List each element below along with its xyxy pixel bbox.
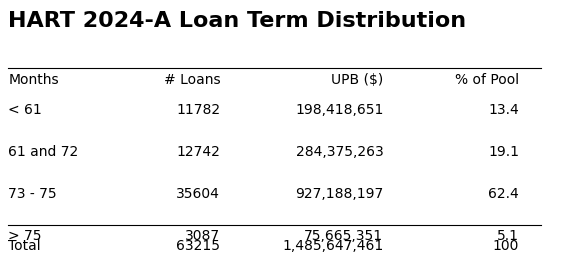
Text: 13.4: 13.4 <box>488 103 519 117</box>
Text: 35604: 35604 <box>176 187 220 201</box>
Text: 3087: 3087 <box>185 229 220 243</box>
Text: Total: Total <box>8 239 41 253</box>
Text: % of Pool: % of Pool <box>455 73 519 87</box>
Text: 11782: 11782 <box>176 103 220 117</box>
Text: < 61: < 61 <box>8 103 42 117</box>
Text: HART 2024-A Loan Term Distribution: HART 2024-A Loan Term Distribution <box>8 11 466 31</box>
Text: Months: Months <box>8 73 59 87</box>
Text: UPB ($): UPB ($) <box>331 73 384 87</box>
Text: 75,665,351: 75,665,351 <box>304 229 384 243</box>
Text: 5.1: 5.1 <box>497 229 519 243</box>
Text: 19.1: 19.1 <box>488 145 519 159</box>
Text: 73 - 75: 73 - 75 <box>8 187 57 201</box>
Text: # Loans: # Loans <box>164 73 220 87</box>
Text: 63215: 63215 <box>176 239 220 253</box>
Text: 927,188,197: 927,188,197 <box>295 187 384 201</box>
Text: 284,375,263: 284,375,263 <box>296 145 384 159</box>
Text: 12742: 12742 <box>176 145 220 159</box>
Text: 198,418,651: 198,418,651 <box>295 103 384 117</box>
Text: 61 and 72: 61 and 72 <box>8 145 79 159</box>
Text: > 75: > 75 <box>8 229 42 243</box>
Text: 100: 100 <box>493 239 519 253</box>
Text: 1,485,647,461: 1,485,647,461 <box>282 239 384 253</box>
Text: 62.4: 62.4 <box>488 187 519 201</box>
